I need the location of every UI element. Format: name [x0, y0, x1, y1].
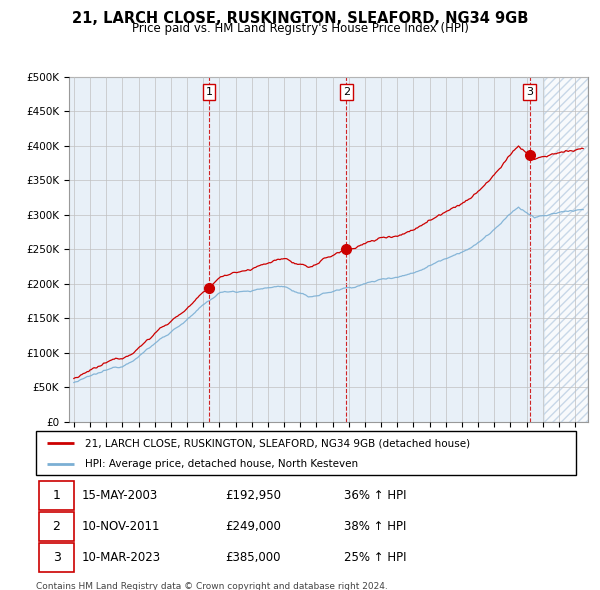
- Text: 36% ↑ HPI: 36% ↑ HPI: [344, 489, 406, 502]
- Text: 25% ↑ HPI: 25% ↑ HPI: [344, 551, 406, 564]
- Text: Price paid vs. HM Land Registry's House Price Index (HPI): Price paid vs. HM Land Registry's House …: [131, 22, 469, 35]
- Text: 2: 2: [53, 520, 61, 533]
- Bar: [544, 77, 588, 422]
- Text: HPI: Average price, detached house, North Kesteven: HPI: Average price, detached house, Nort…: [85, 459, 358, 469]
- FancyBboxPatch shape: [39, 512, 74, 541]
- Text: £385,000: £385,000: [225, 551, 281, 564]
- Text: £249,000: £249,000: [225, 520, 281, 533]
- Text: 1: 1: [206, 87, 212, 97]
- FancyBboxPatch shape: [39, 543, 74, 572]
- Text: 2: 2: [343, 87, 350, 97]
- Text: Contains HM Land Registry data © Crown copyright and database right 2024.
This d: Contains HM Land Registry data © Crown c…: [36, 582, 388, 590]
- Bar: [346, 77, 530, 422]
- Bar: [544, 77, 588, 422]
- Text: 10-MAR-2023: 10-MAR-2023: [82, 551, 161, 564]
- Bar: [544, 77, 588, 422]
- Text: 15-MAY-2003: 15-MAY-2003: [82, 489, 158, 502]
- Text: 21, LARCH CLOSE, RUSKINGTON, SLEAFORD, NG34 9GB: 21, LARCH CLOSE, RUSKINGTON, SLEAFORD, N…: [72, 11, 528, 25]
- Bar: [69, 77, 209, 422]
- Text: 10-NOV-2011: 10-NOV-2011: [82, 520, 160, 533]
- Text: 38% ↑ HPI: 38% ↑ HPI: [344, 520, 406, 533]
- Bar: [530, 77, 544, 422]
- Text: 21, LARCH CLOSE, RUSKINGTON, SLEAFORD, NG34 9GB (detached house): 21, LARCH CLOSE, RUSKINGTON, SLEAFORD, N…: [85, 438, 470, 448]
- FancyBboxPatch shape: [39, 481, 74, 510]
- Bar: [209, 77, 346, 422]
- Text: £192,950: £192,950: [225, 489, 281, 502]
- Text: 3: 3: [526, 87, 533, 97]
- Text: 3: 3: [53, 551, 61, 564]
- Text: 1: 1: [53, 489, 61, 502]
